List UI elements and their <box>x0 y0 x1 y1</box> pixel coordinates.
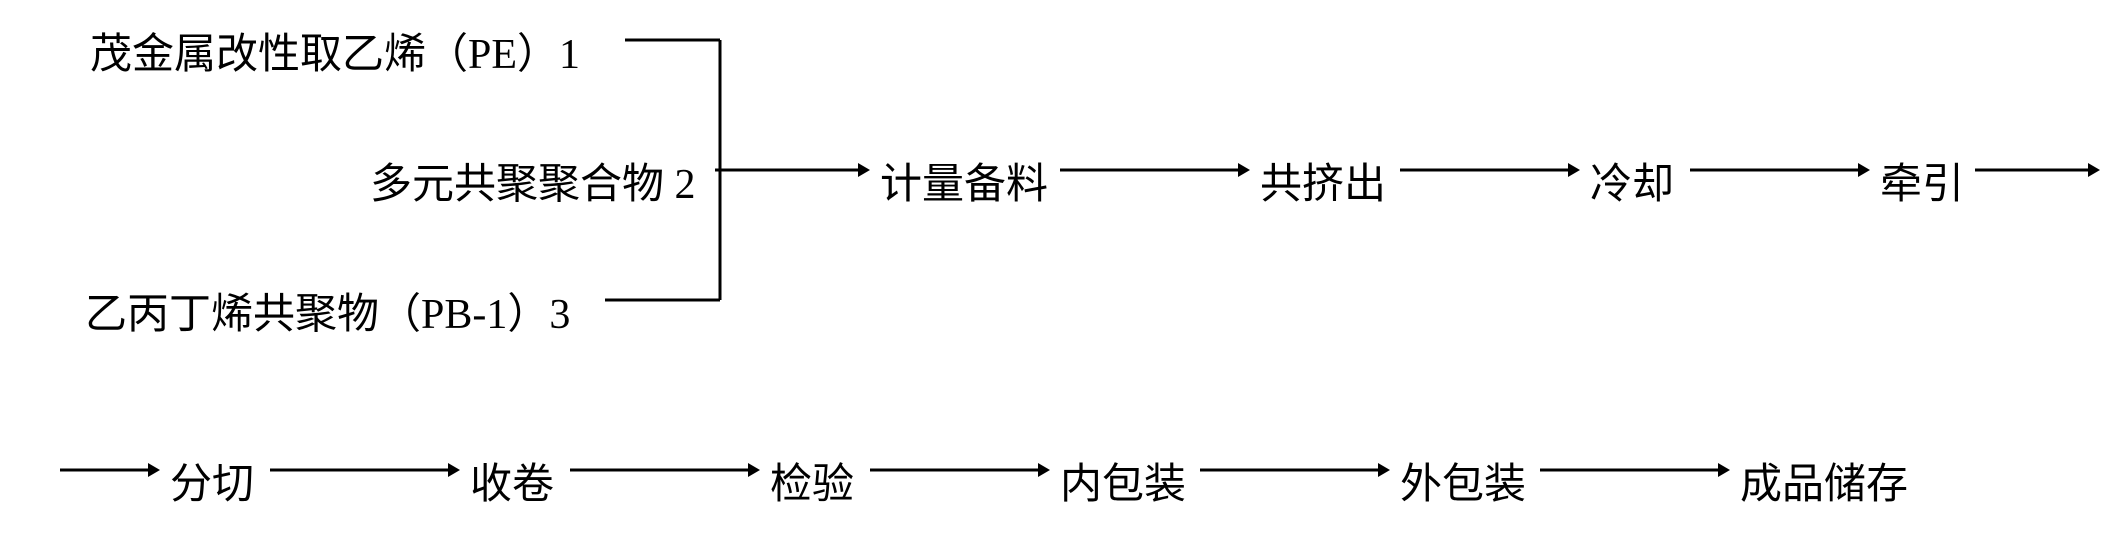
flow-lines <box>0 0 2106 536</box>
